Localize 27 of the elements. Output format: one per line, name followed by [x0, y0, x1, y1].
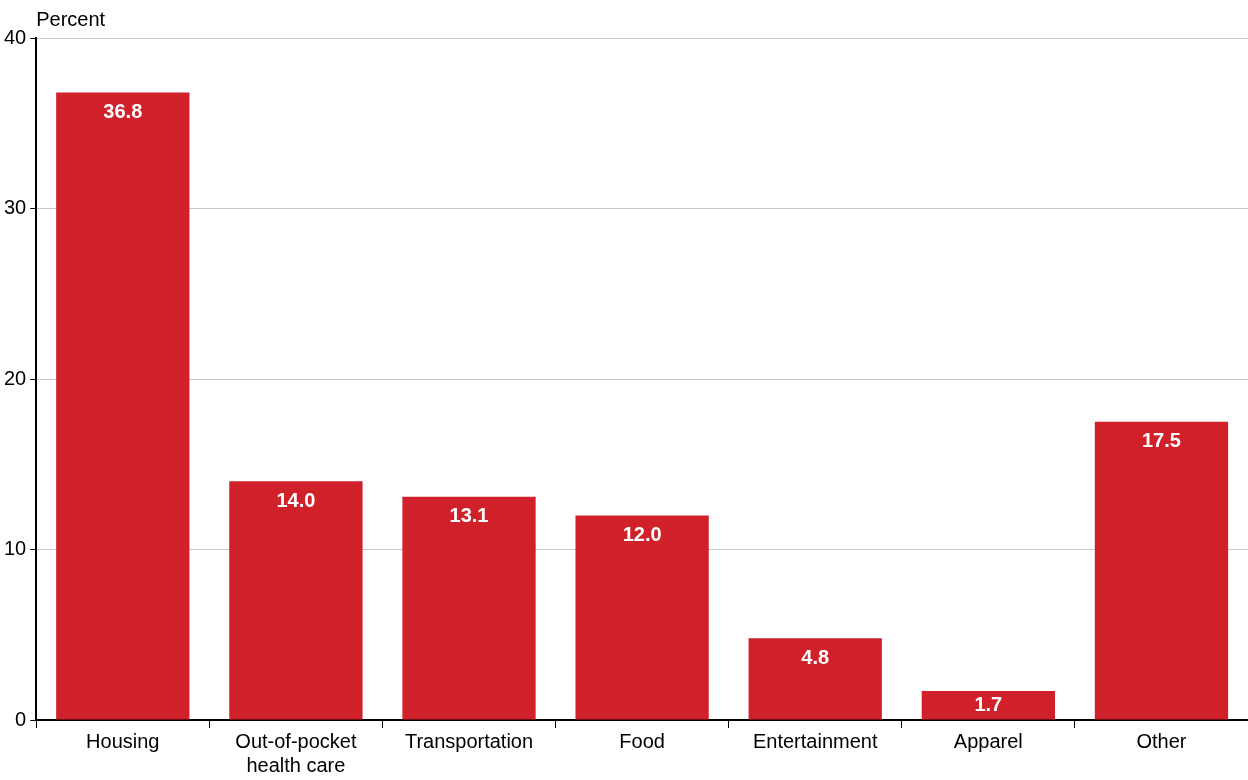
x-tick-label: Entertainment [752, 729, 878, 752]
bar [1094, 421, 1229, 720]
x-tick-label: Out-of-pocket health care [235, 729, 357, 776]
y-axis-title: Percent [36, 8, 106, 30]
bar [575, 515, 709, 720]
data-label: 1.7 [974, 693, 1003, 716]
y-tick-label: 30 [4, 196, 27, 219]
data-label: 4.8 [801, 645, 830, 668]
x-tick-label: Apparel [953, 729, 1023, 752]
bar [921, 691, 1055, 720]
y-tick-label: 40 [4, 25, 27, 48]
y-tick-label: 20 [4, 366, 27, 389]
bar [402, 496, 536, 720]
x-tick-label: Food [619, 729, 665, 752]
data-label: 13.1 [449, 504, 489, 527]
x-tick-label: Transportation [404, 729, 534, 752]
y-tick-label: 10 [4, 537, 27, 560]
y-tick-label: 0 [15, 707, 27, 730]
data-label: 14.0 [276, 488, 316, 511]
x-tick-label: Other [1136, 729, 1187, 752]
bar [56, 92, 190, 720]
x-tick-label: Housing [86, 729, 160, 752]
data-label: 12.0 [622, 522, 662, 545]
data-label: 17.5 [1141, 429, 1181, 452]
bar [229, 481, 363, 720]
bar [748, 638, 882, 720]
data-label: 36.8 [103, 100, 143, 123]
